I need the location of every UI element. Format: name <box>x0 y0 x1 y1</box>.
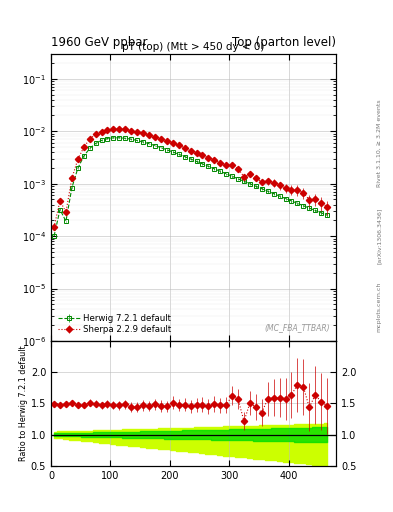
Text: Top (parton level): Top (parton level) <box>232 36 336 49</box>
Text: Rivet 3.1.10, ≥ 3.2M events: Rivet 3.1.10, ≥ 3.2M events <box>377 99 382 187</box>
Legend: Herwig 7.2.1 default, Sherpa 2.2.9 default: Herwig 7.2.1 default, Sherpa 2.2.9 defau… <box>55 311 174 337</box>
Text: 1960 GeV ppbar: 1960 GeV ppbar <box>51 36 148 49</box>
Text: (MC_FBA_TTBAR): (MC_FBA_TTBAR) <box>265 324 330 332</box>
Text: mcplots.cern.ch: mcplots.cern.ch <box>377 282 382 332</box>
Title: pT (top) (Mtt > 450 dy < 0): pT (top) (Mtt > 450 dy < 0) <box>122 41 265 52</box>
Text: [arXiv:1306.3436]: [arXiv:1306.3436] <box>377 207 382 264</box>
Y-axis label: Ratio to Herwig 7.2.1 default: Ratio to Herwig 7.2.1 default <box>19 346 28 461</box>
